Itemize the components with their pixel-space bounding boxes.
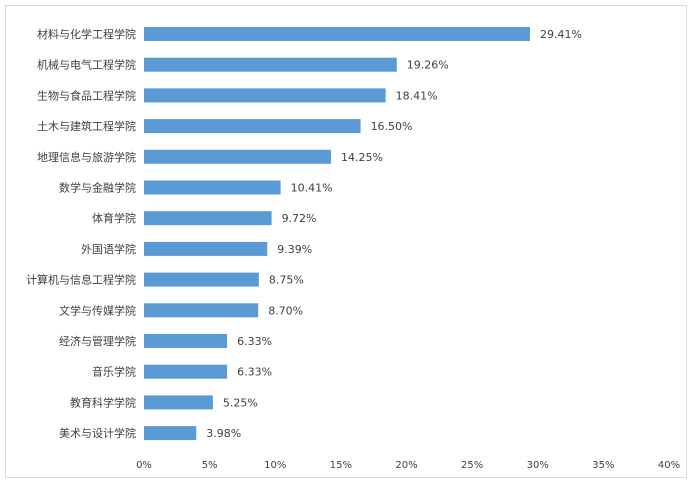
category-label: 计算机与信息工程学院 <box>26 273 136 287</box>
category-label: 地理信息与旅游学院 <box>37 150 136 164</box>
bar <box>144 149 332 164</box>
category-label: 美术与设计学院 <box>59 426 136 440</box>
data-label: 8.70% <box>268 304 303 317</box>
bar <box>144 88 386 103</box>
category-label: 机械与电气工程学院 <box>37 58 136 72</box>
category-label: 体育学院 <box>92 211 136 225</box>
data-label: 3.98% <box>206 427 241 440</box>
bar <box>144 272 259 287</box>
bar <box>144 119 361 134</box>
data-label: 6.33% <box>237 335 272 348</box>
category-label: 生物与食品工程学院 <box>37 88 136 102</box>
chart-frame <box>5 5 687 478</box>
x-tick-label: 35% <box>592 460 614 471</box>
data-label: 29.41% <box>540 28 582 41</box>
data-label: 9.72% <box>282 212 317 225</box>
bar <box>144 241 268 256</box>
category-label: 外国语学院 <box>81 242 136 256</box>
category-label: 音乐学院 <box>92 365 136 379</box>
data-label: 5.25% <box>223 396 258 409</box>
x-tick-label: 0% <box>136 460 152 471</box>
data-label: 6.33% <box>237 366 272 379</box>
data-label: 16.50% <box>371 120 413 133</box>
bar <box>144 180 281 195</box>
bar <box>144 395 213 410</box>
x-tick-label: 40% <box>658 460 680 471</box>
bar <box>144 334 228 348</box>
bar <box>144 211 272 226</box>
x-tick-label: 5% <box>202 460 218 471</box>
category-label: 数学与金融学院 <box>59 181 136 195</box>
data-label: 18.41% <box>396 89 438 102</box>
category-label: 材料与化学工程学院 <box>37 27 136 41</box>
bar <box>144 303 259 318</box>
data-label: 9.39% <box>277 243 312 256</box>
x-tick-label: 10% <box>264 460 286 471</box>
bar <box>144 57 397 72</box>
category-label: 教育科学学院 <box>70 395 136 409</box>
category-label: 文学与传媒学院 <box>59 303 136 317</box>
data-label: 8.75% <box>269 274 304 287</box>
category-label: 经济与管理学院 <box>59 334 136 348</box>
data-label: 10.41% <box>291 182 333 195</box>
x-tick-label: 25% <box>461 460 483 471</box>
bar <box>144 364 228 379</box>
category-label: 土木与建筑工程学院 <box>37 119 136 133</box>
x-tick-label: 20% <box>395 460 417 471</box>
bar <box>144 27 531 41</box>
data-label: 14.25% <box>341 151 383 164</box>
x-tick-label: 30% <box>527 460 549 471</box>
data-label: 19.26% <box>407 59 449 72</box>
bar <box>144 426 197 441</box>
x-tick-label: 15% <box>330 460 352 471</box>
